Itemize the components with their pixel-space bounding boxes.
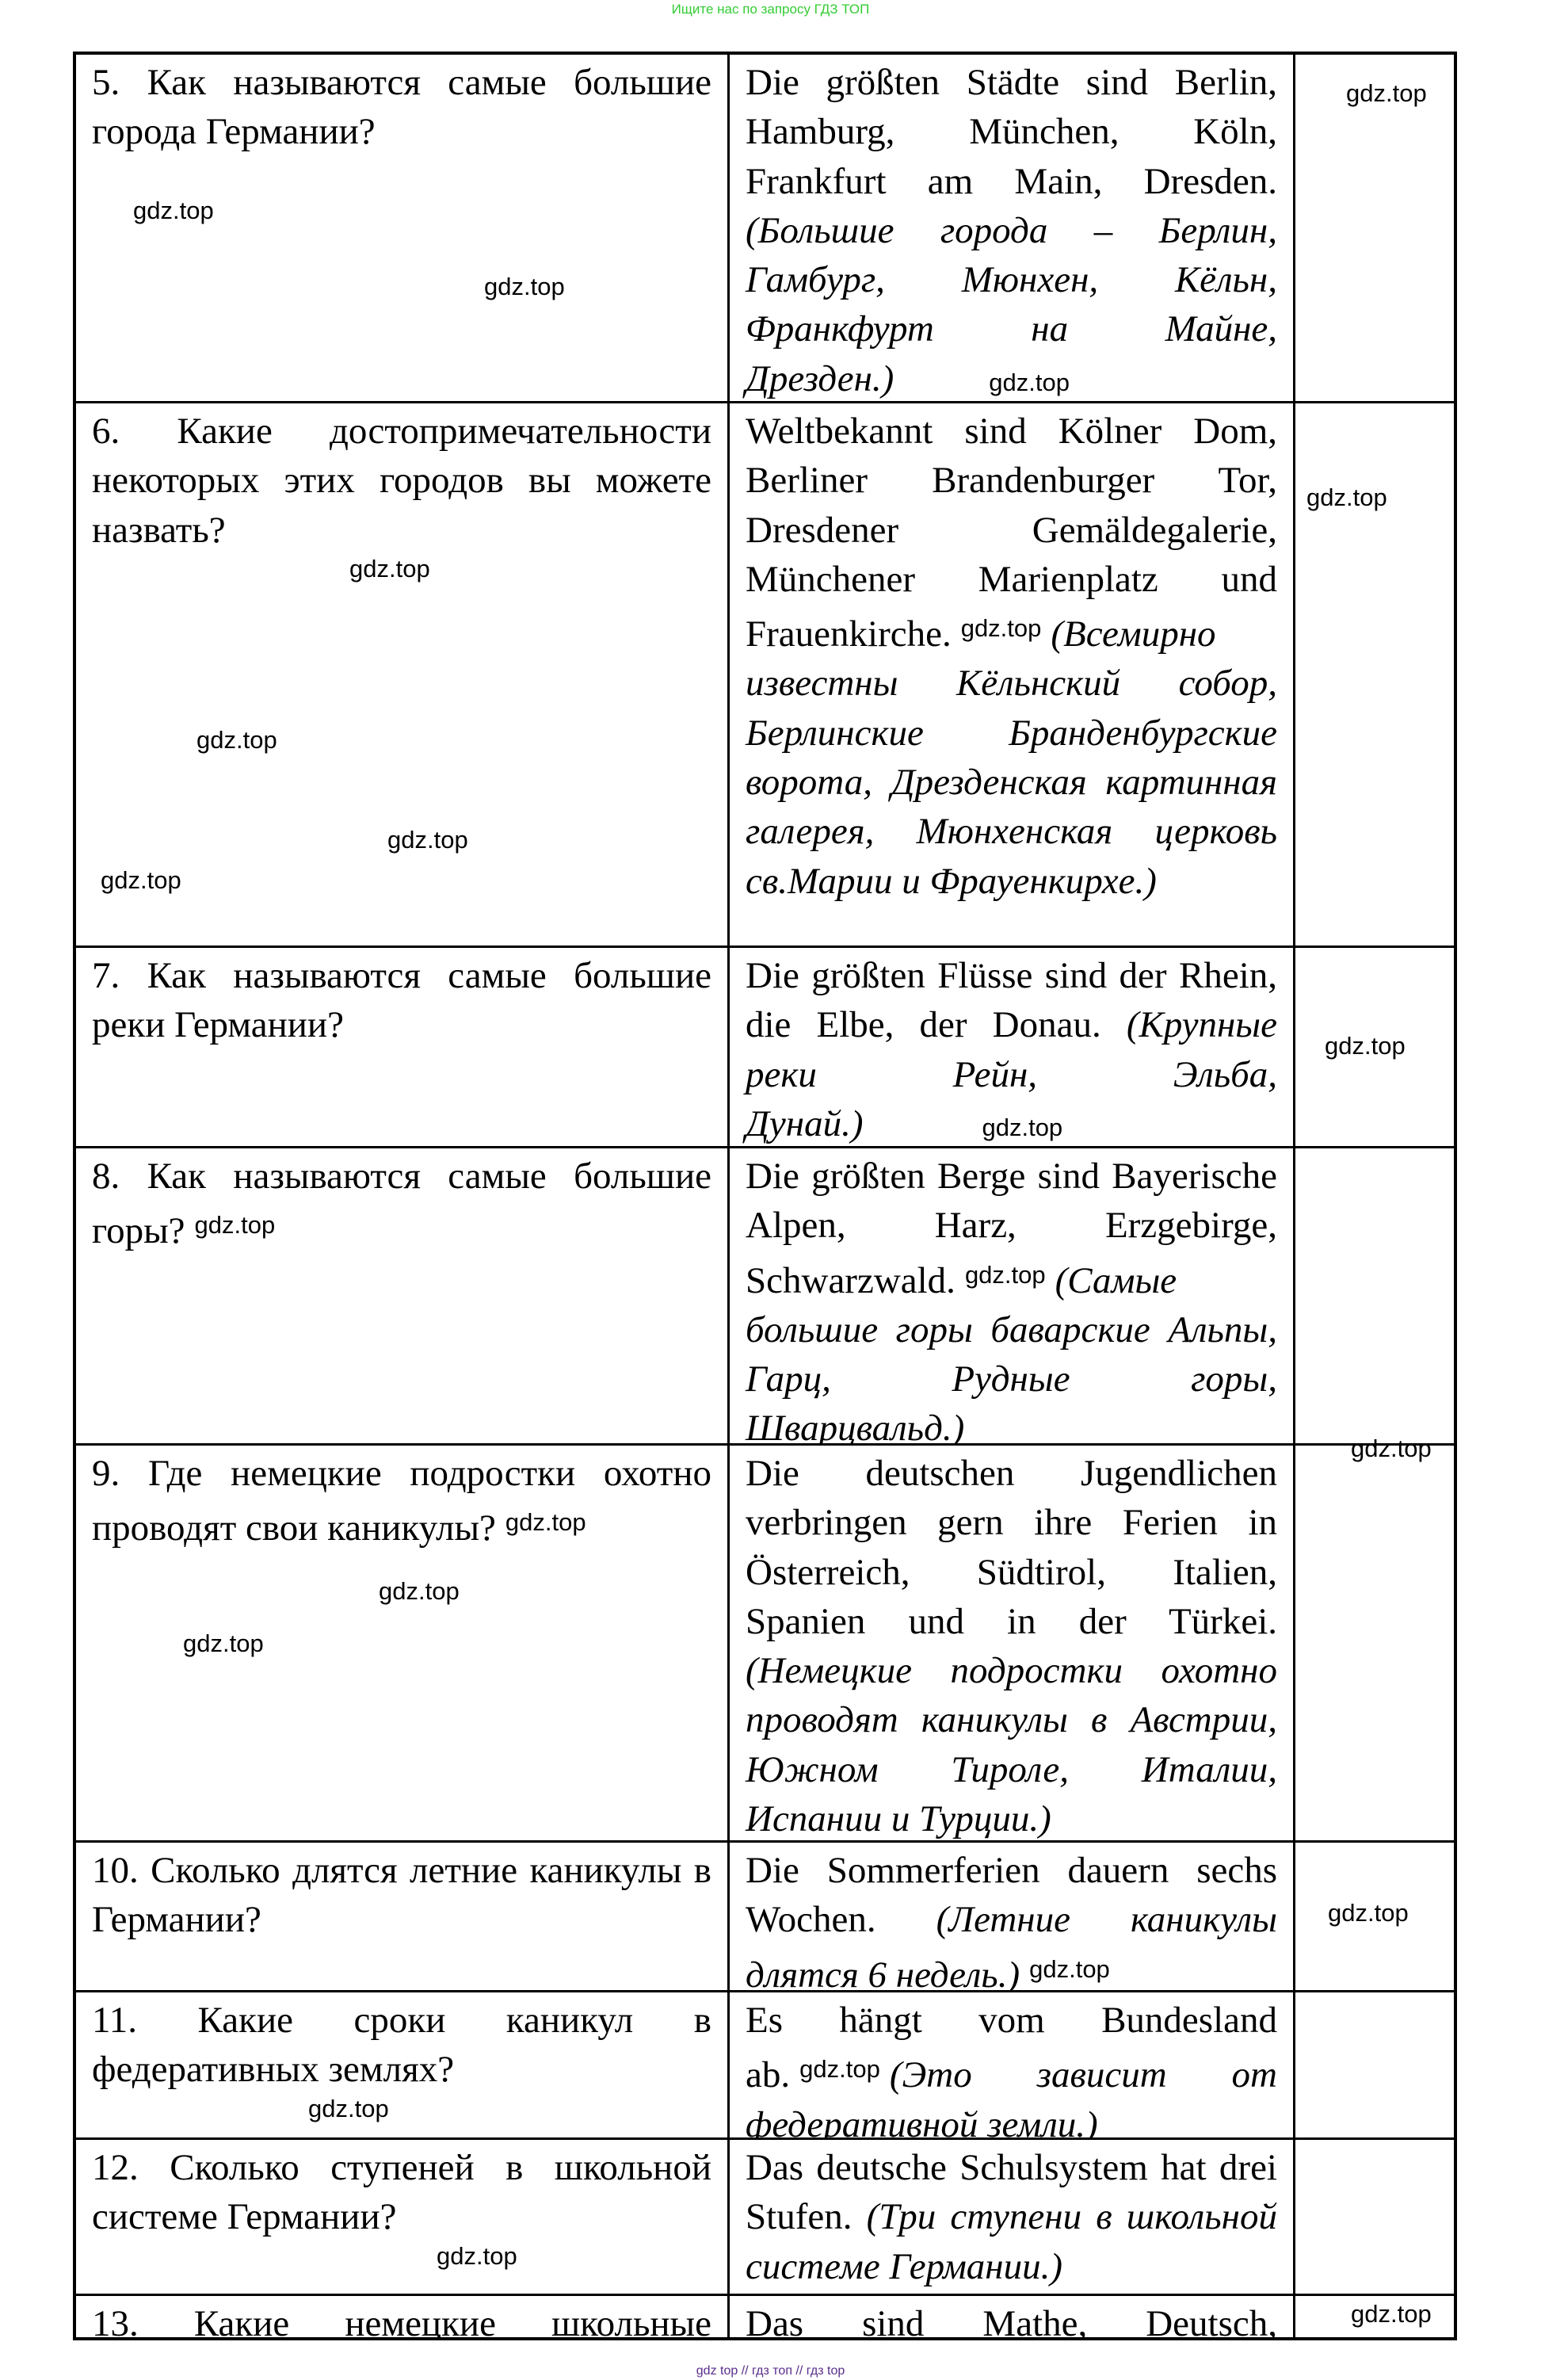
watermark: gdz.top: [379, 1576, 460, 1605]
answer-ru: (Летние каникулы длятся 6 недель.): [746, 1899, 1277, 1990]
answer-ru: (Три ступени в школьной системе Германии…: [746, 2196, 1277, 2287]
watermark: gdz.top: [1306, 483, 1387, 511]
answer-cell: Die deutschen Jugendlichen verbringen ge…: [730, 1446, 1295, 1840]
empty-cell: [1295, 1148, 1454, 1443]
table-row: 10. Сколько длятся летние каникулы в Гер…: [76, 1843, 1454, 1992]
watermark: gdz.top: [799, 2055, 880, 2084]
answer-ru: (Большие города – Берлин, Гамбург, Мюнхе…: [746, 209, 1277, 399]
answer-de: Die Sommerferien dauern sechs Wochen.: [746, 1850, 1277, 1941]
answer-ru: (Крупные реки Рейн, Эльба, Дунай.): [746, 1004, 1277, 1144]
answer-ru: (Самые большие горы баварские Альпы, Гар…: [746, 1259, 1277, 1443]
empty-cell: [1295, 2140, 1454, 2294]
answer-de: Die größten Berge sind Bayerische Alpen,…: [746, 1156, 1277, 1301]
question-cell: 13. Какие немецкие школьные: [76, 2296, 730, 2337]
answer-de: Das sind Mathe, Deutsch,: [746, 2303, 1277, 2340]
answer-ru: (Всемирно известны Кёльнский собор, Берл…: [746, 613, 1277, 902]
watermark: gdz.top: [505, 1508, 586, 1537]
watermark: gdz.top: [1346, 79, 1427, 107]
question-cell: 5. Как называются самые большие города Г…: [76, 55, 730, 401]
watermark: gdz.top: [1351, 2300, 1432, 2328]
watermark: gdz.top: [989, 368, 1070, 396]
table-row: 12. Сколько ступеней в школьной системе …: [76, 2140, 1454, 2296]
table-row: 13. Какие немецкие школьные Das sind Mat…: [76, 2296, 1454, 2340]
answer-de: Die größten Flüsse sind der Rhein, die E…: [746, 955, 1277, 1046]
watermark: gdz.top: [101, 865, 181, 894]
answer-de: Die größten Städte sind Berlin, Hamburg,…: [746, 62, 1277, 202]
answer-de: Die deutschen Jugendlichen verbringen ge…: [746, 1453, 1277, 1642]
question-text: 9. Где немецкие подростки охотно проводя…: [92, 1453, 711, 1549]
question-cell: 9. Где немецкие подростки охотно проводя…: [76, 1446, 730, 1840]
answer-cell: Weltbekannt sind Kölner Dom, Berliner Br…: [730, 403, 1295, 946]
watermark: gdz.top: [1029, 1954, 1110, 1983]
question-cell: 6. Какие достопримечательности некоторых…: [76, 403, 730, 946]
answer-ru: (Немецкие подростки охотно проводят кани…: [746, 1650, 1277, 1840]
table-row: 8. Как называются самые большие горы? gdz…: [76, 1148, 1454, 1446]
watermark: gdz.top: [437, 2241, 517, 2270]
watermark: gdz.top: [964, 1260, 1046, 1289]
answer-cell: Das deutsche Schulsystem hat drei Stufen…: [730, 2140, 1295, 2294]
watermark: gdz.top: [960, 614, 1042, 643]
watermark: gdz.top: [387, 825, 468, 854]
question-cell: 10. Сколько длятся летние каникулы в Гер…: [76, 1843, 730, 1990]
table-row: 11. Какие сроки каникул в федеративных з…: [76, 1992, 1454, 2140]
table-row: 6. Какие достопримечательности некоторых…: [76, 403, 1454, 948]
watermark: gdz.top: [183, 1629, 264, 1657]
footer-note: gdz top // гдз топ // гдз top: [696, 2364, 845, 2378]
question-text: 11. Какие сроки каникул в федеративных з…: [92, 2000, 711, 2091]
question-text: 8. Как называются самые большие горы?: [92, 1156, 711, 1252]
header-note: Ищите нас по запросу ГДЗ ТОП: [671, 2, 870, 17]
answer-cell: Die Sommerferien dauern sechs Wochen. (Л…: [730, 1843, 1295, 1990]
table-row: 7. Как называются самые большие реки Гер…: [76, 948, 1454, 1148]
question-cell: 11. Какие сроки каникул в федеративных з…: [76, 1992, 730, 2137]
empty-cell: [1295, 1992, 1454, 2137]
question-text: 6. Какие достопримечательности некоторых…: [92, 411, 711, 551]
answer-cell: Die größten Berge sind Bayerische Alpen,…: [730, 1148, 1295, 1443]
table-row: 5. Как называются самые большие города Г…: [76, 55, 1454, 403]
watermark: gdz.top: [308, 2094, 389, 2122]
watermark: gdz.top: [194, 1211, 276, 1240]
table-row: 9. Где немецкие подростки охотно проводя…: [76, 1446, 1454, 1843]
answer-cell: Die größten Städte sind Berlin, Hamburg,…: [730, 55, 1295, 401]
question-cell: 12. Сколько ступеней в школьной системе …: [76, 2140, 730, 2294]
answer-cell: Die größten Flüsse sind der Rhein, die E…: [730, 948, 1295, 1146]
answer-cell: Das sind Mathe, Deutsch,: [730, 2296, 1295, 2340]
watermark: gdz.top: [133, 196, 214, 224]
watermark: gdz.top: [1325, 1032, 1406, 1060]
watermark: gdz.top: [1351, 1434, 1432, 1462]
question-text: 12. Сколько ступеней в школьной системе …: [92, 2147, 711, 2238]
answer-de: Es hängt vom Bundesland ab.: [746, 2000, 1277, 2096]
watermark: gdz.top: [196, 725, 277, 754]
watermark: gdz.top: [1328, 1899, 1409, 1927]
question-text: 5. Как называются самые большие города Г…: [92, 62, 711, 153]
empty-cell: [1295, 1446, 1454, 1840]
question-cell: 8. Как называются самые большие горы? gdz…: [76, 1148, 730, 1443]
watermark: gdz.top: [484, 272, 565, 300]
watermark: gdz.top: [349, 554, 430, 583]
answer-cell: Es hängt vom Bundesland ab. gdz.top (Это з…: [730, 1992, 1295, 2137]
watermark: gdz.top: [982, 1113, 1063, 1141]
qa-table: 5. Как называются самые большие города Г…: [73, 52, 1457, 2340]
answer-de: Weltbekannt sind Kölner Dom, Berliner Br…: [746, 411, 1277, 655]
answer-ru: (Это зависит от федеративной земли.): [746, 2054, 1277, 2137]
question-cell: 7. Как называются самые большие реки Гер…: [76, 948, 730, 1146]
answer-de: Das deutsche Schulsystem hat drei Stufen…: [746, 2147, 1277, 2238]
